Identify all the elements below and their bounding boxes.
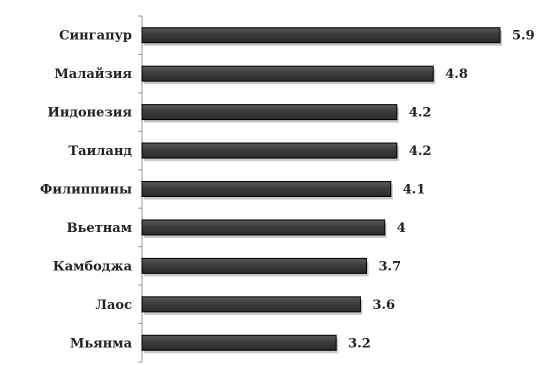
category-label: Малайзия [54,67,132,82]
category-label: Филиппины [40,183,132,198]
value-label: 4.2 [409,106,432,121]
bar [141,142,398,159]
y-axis [138,15,143,363]
value-labels: 5.9 4.8 4.2 4.2 4.1 4 3.7 3.6 3.2 [348,29,534,352]
value-label: 3.2 [348,336,371,351]
value-label: 4.8 [445,67,468,82]
bar [141,296,361,313]
value-label: 3.6 [372,298,395,313]
category-labels: Сингапур Малайзия Индонезия Таиланд Филиппин… [40,29,133,352]
bar [141,334,337,351]
category-label: Лаос [95,298,132,313]
category-label: Вьетнам [67,221,132,236]
category-label: Сингапур [59,29,132,44]
bar [141,257,368,274]
bar [141,104,398,121]
value-label: 4.1 [403,183,426,198]
category-label: Индонезия [48,106,133,121]
value-label: 3.7 [379,259,402,274]
category-label: Таиланд [68,144,132,159]
value-label: 4.2 [409,144,432,159]
category-label: Мьянма [70,336,133,351]
bar [141,219,386,236]
value-label: 5.9 [512,29,535,44]
category-label: Камбоджа [53,259,133,274]
value-label: 4 [397,221,406,236]
bar [141,65,434,82]
bars [141,27,502,354]
bar [141,181,392,197]
bar [141,27,501,44]
